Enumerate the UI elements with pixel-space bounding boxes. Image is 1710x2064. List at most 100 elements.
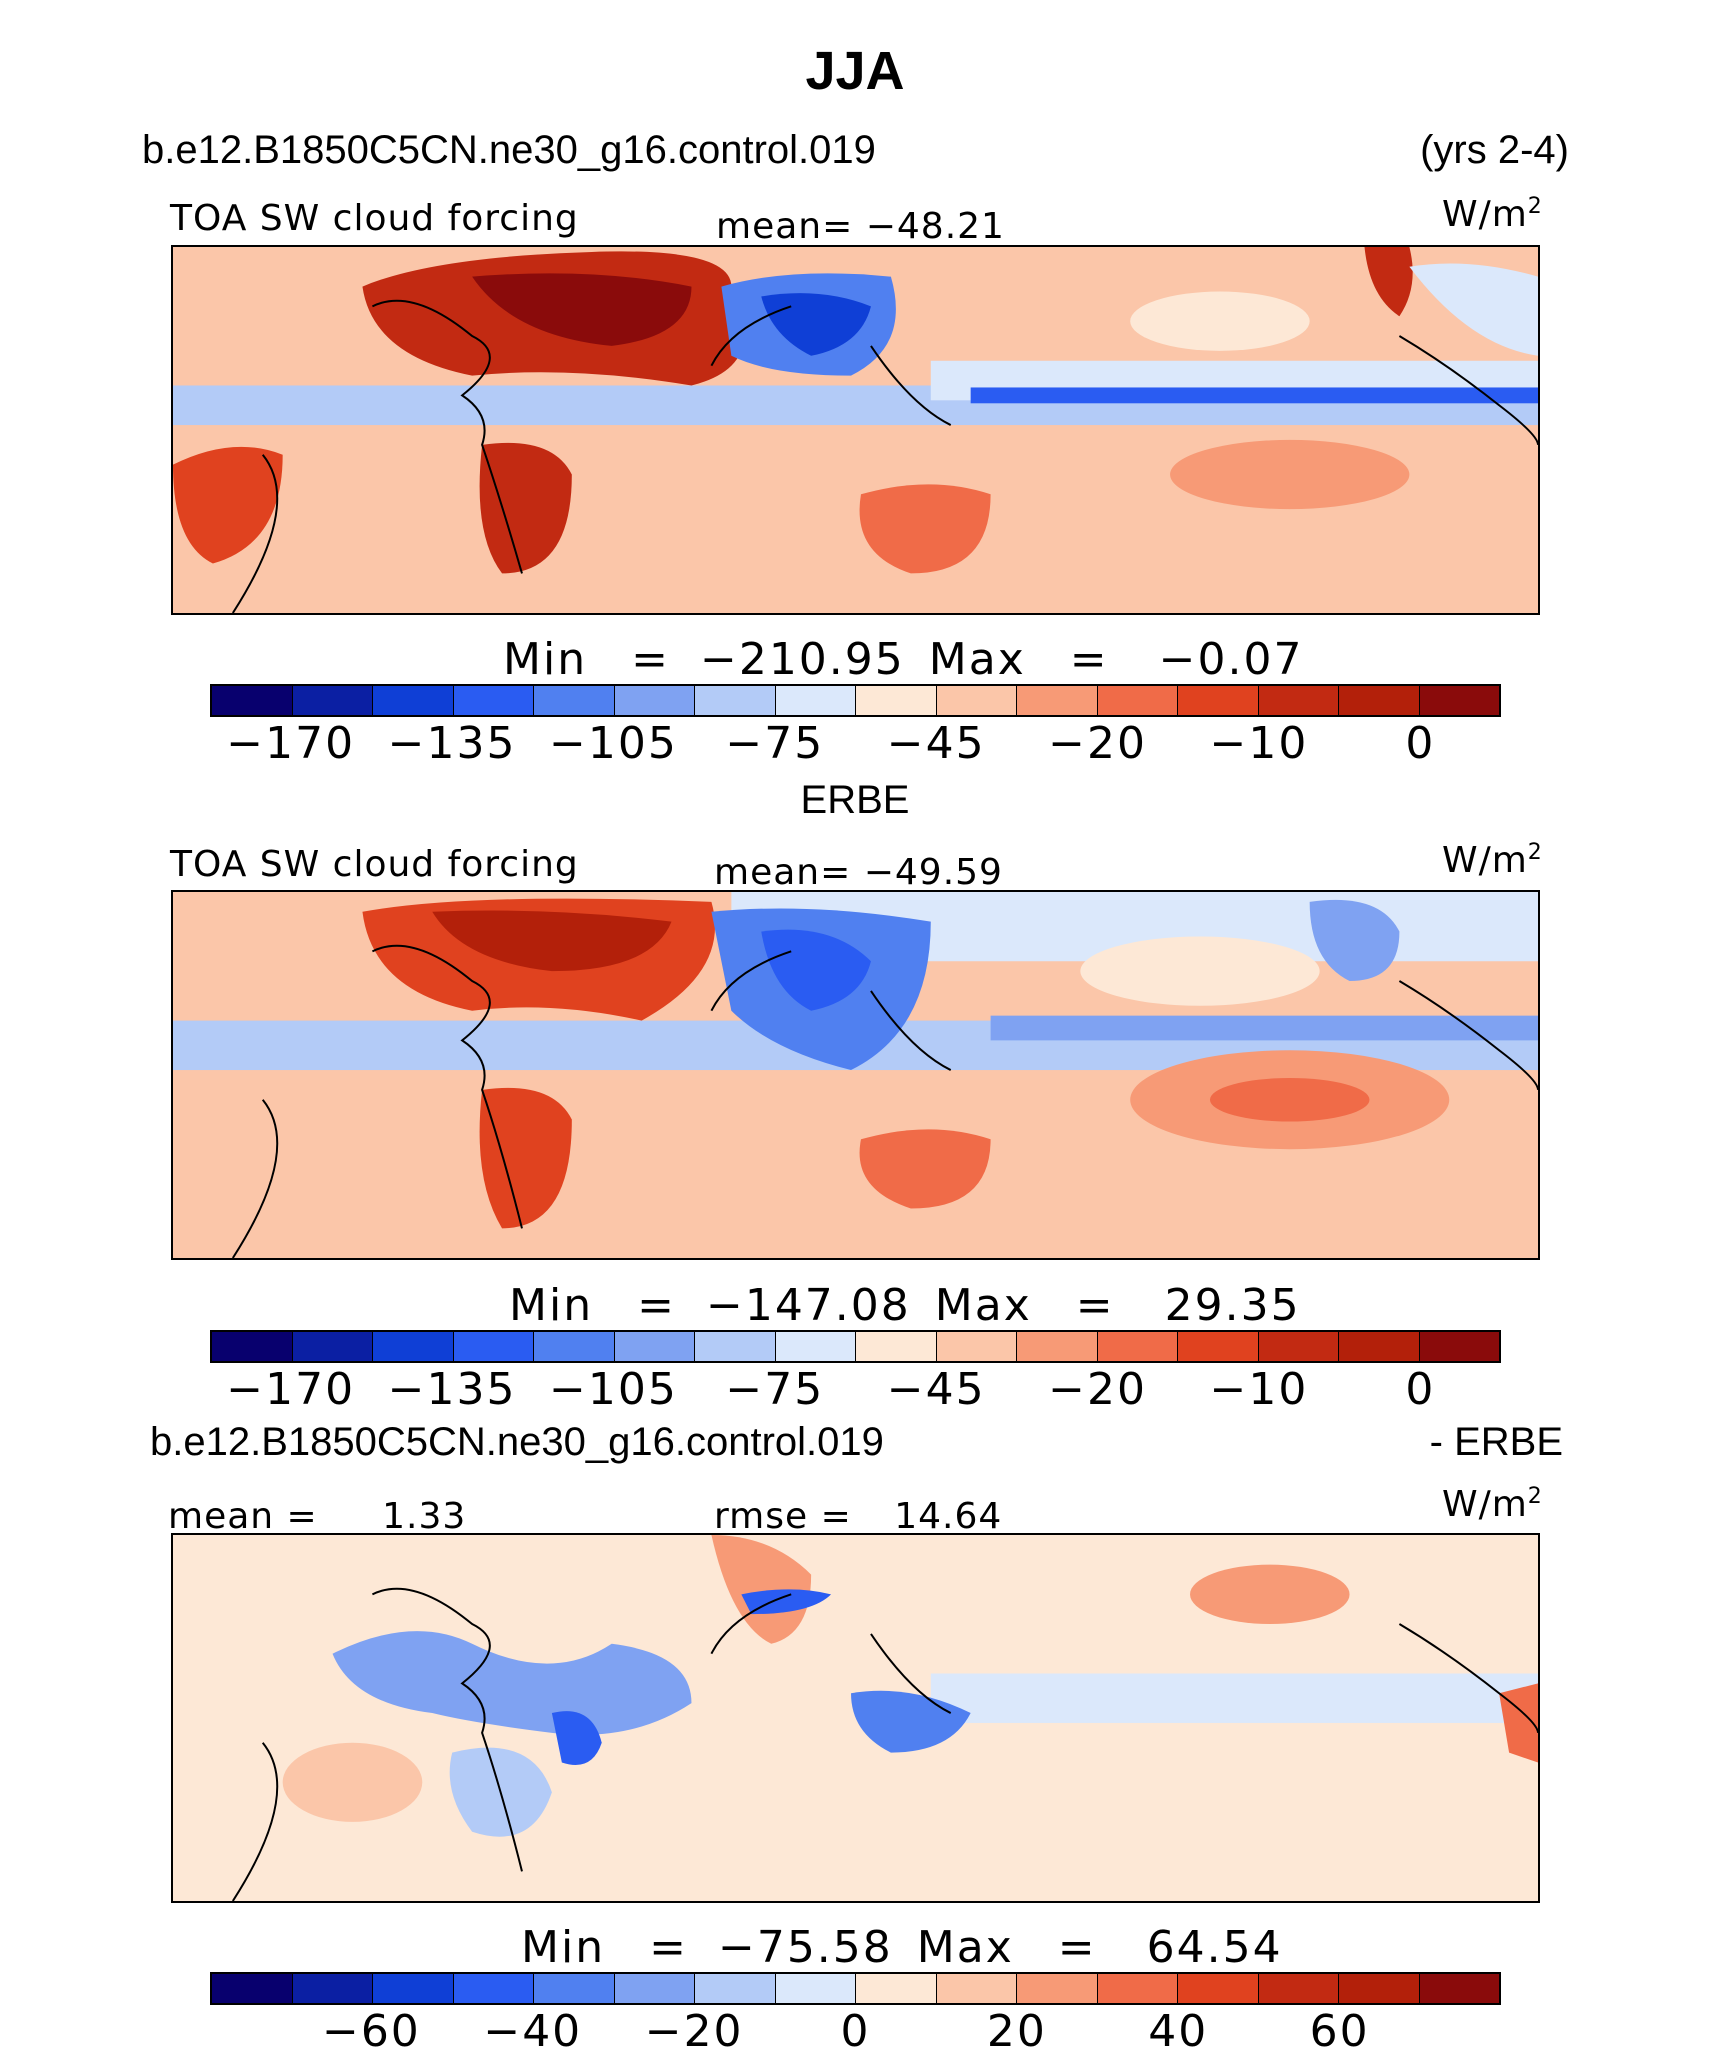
colorbar-tick-label: −20 <box>1048 718 1147 769</box>
colorbar-box <box>1258 1974 1339 2003</box>
p1-n-pacific-light <box>1130 291 1310 351</box>
colorbar-box <box>1017 686 1098 715</box>
colorbar-box <box>856 686 937 715</box>
panel1-map-svg <box>173 247 1538 613</box>
colorbar-tick-label: −75 <box>725 718 825 769</box>
panel1-mean-value: −48.21 <box>865 206 1005 247</box>
panel2-units-base: W/m <box>1442 840 1528 881</box>
p1-s-america <box>173 446 283 564</box>
panel3-minmax: Min = −75.58 Max = 64.54 <box>521 1922 1283 1973</box>
colorbar-tick-label: −45 <box>886 1364 986 1415</box>
p1-calif <box>1364 247 1413 317</box>
p2-n-pacific-light <box>1080 936 1320 1006</box>
colorbar-box <box>453 1332 534 1361</box>
p1-se-pacific <box>1170 439 1410 510</box>
colorbar-box <box>614 1974 695 2003</box>
colorbar-box <box>1419 1332 1499 1361</box>
panel2-map <box>171 890 1540 1260</box>
panel3-max-value: 64.54 <box>1146 1922 1283 1973</box>
colorbar-box <box>212 686 293 715</box>
p1-south-africa <box>479 442 572 574</box>
panel3-units: W/m2 <box>1442 1484 1543 1525</box>
colorbar-box <box>775 686 856 715</box>
p3-pacific-band <box>930 1673 1538 1723</box>
panel1-colorbar <box>210 684 1501 717</box>
panel1-map <box>171 245 1540 615</box>
p2-india-core <box>761 929 871 1011</box>
diff-case-name: b.e12.B1850C5CN.ne30_g16.control.019 <box>150 1420 884 1464</box>
panel1-max-label: Max <box>928 634 1026 685</box>
panel2-units: W/m2 <box>1442 840 1543 881</box>
colorbar-tick-label: 60 <box>1309 2006 1370 2057</box>
panel1-units-base: W/m <box>1442 194 1528 235</box>
p1-n-america <box>1409 263 1538 356</box>
panel1-mean-label: mean= <box>716 206 854 247</box>
p2-australia <box>859 1129 991 1209</box>
colorbar-box <box>1017 1332 1098 1361</box>
colorbar-tick-label: −105 <box>549 1364 678 1415</box>
p3-n-pacific-red <box>1190 1564 1350 1625</box>
colorbar-box <box>534 686 615 715</box>
p1-itcz-core <box>970 387 1538 404</box>
colorbar-tick-label: 20 <box>986 2006 1047 2057</box>
colorbar-box <box>1017 1974 1098 2003</box>
panel3-rmse-label: rmse = <box>714 1496 852 1537</box>
colorbar-tick-label: −135 <box>387 1364 517 1415</box>
p1-sahara-core <box>472 273 692 346</box>
p3-bay-blue <box>741 1589 832 1615</box>
colorbar-tick-label: 0 <box>1405 1364 1436 1415</box>
p3-maritime-blue <box>851 1690 971 1753</box>
colorbar-box <box>936 1974 1017 2003</box>
colorbar-box <box>1097 1332 1178 1361</box>
panel3-colorbar <box>210 1972 1501 2005</box>
colorbar-box <box>1339 686 1420 715</box>
colorbar-box <box>453 686 534 715</box>
panel1-units: W/m2 <box>1442 194 1543 235</box>
p2-sahara-core <box>432 910 672 972</box>
colorbar-box <box>775 1974 856 2003</box>
colorbar-tick-label: −45 <box>886 718 986 769</box>
colorbar-box <box>856 1974 937 2003</box>
panel3-rmse: rmse = 14.64 <box>714 1496 1002 1537</box>
colorbar-box <box>1419 686 1499 715</box>
p3-india-red <box>711 1535 812 1644</box>
p2-coastlines <box>231 944 1538 1258</box>
panel3-units-exp: 2 <box>1527 1484 1543 1509</box>
p1-australia <box>859 484 991 574</box>
colorbar-tick-label: −135 <box>387 718 517 769</box>
colorbar-tick-label: −170 <box>226 718 356 769</box>
panel3-min-label: Min <box>521 1922 606 1973</box>
colorbar-box <box>1419 1974 1499 2003</box>
colorbar-tick-label: −40 <box>483 2006 583 2057</box>
colorbar-box <box>212 1974 293 2003</box>
colorbar-box <box>695 1332 776 1361</box>
panel1-minmax: Min = −210.95 Max = −0.07 <box>503 634 1304 685</box>
panel2-colorbar <box>210 1330 1501 1363</box>
colorbar-tick-label: 0 <box>840 2006 871 2057</box>
p3-sahel-blue <box>332 1631 692 1735</box>
colorbar-box <box>1339 1974 1420 2003</box>
years-label: (yrs 2-4) <box>1420 128 1569 172</box>
panel3-map <box>171 1533 1540 1903</box>
colorbar-tick-label: −10 <box>1209 718 1309 769</box>
panel2-min-label: Min <box>509 1280 594 1331</box>
colorbar-box <box>534 1332 615 1361</box>
colorbar-tick-label: −170 <box>226 1364 356 1415</box>
panel3-mean-value: 1.33 <box>382 1496 467 1537</box>
panel1-units-exp: 2 <box>1527 194 1543 219</box>
colorbar-box <box>1258 686 1339 715</box>
panel3-units-base: W/m <box>1442 1484 1528 1525</box>
colorbar-box <box>1178 1974 1259 2003</box>
colorbar-tick-label: −20 <box>1048 1364 1147 1415</box>
colorbar-box <box>534 1974 615 2003</box>
p2-itcz-core <box>990 1015 1538 1041</box>
colorbar-tick-label: −60 <box>321 2006 421 2057</box>
colorbar-box <box>775 1332 856 1361</box>
p1-india-core <box>761 293 871 356</box>
colorbar-box <box>373 1974 454 2003</box>
panel2-mean: mean= −49.59 <box>714 852 1003 893</box>
colorbar-box <box>614 686 695 715</box>
colorbar-box <box>373 686 454 715</box>
colorbar-tick-label: −75 <box>725 1364 825 1415</box>
colorbar-box <box>292 686 373 715</box>
